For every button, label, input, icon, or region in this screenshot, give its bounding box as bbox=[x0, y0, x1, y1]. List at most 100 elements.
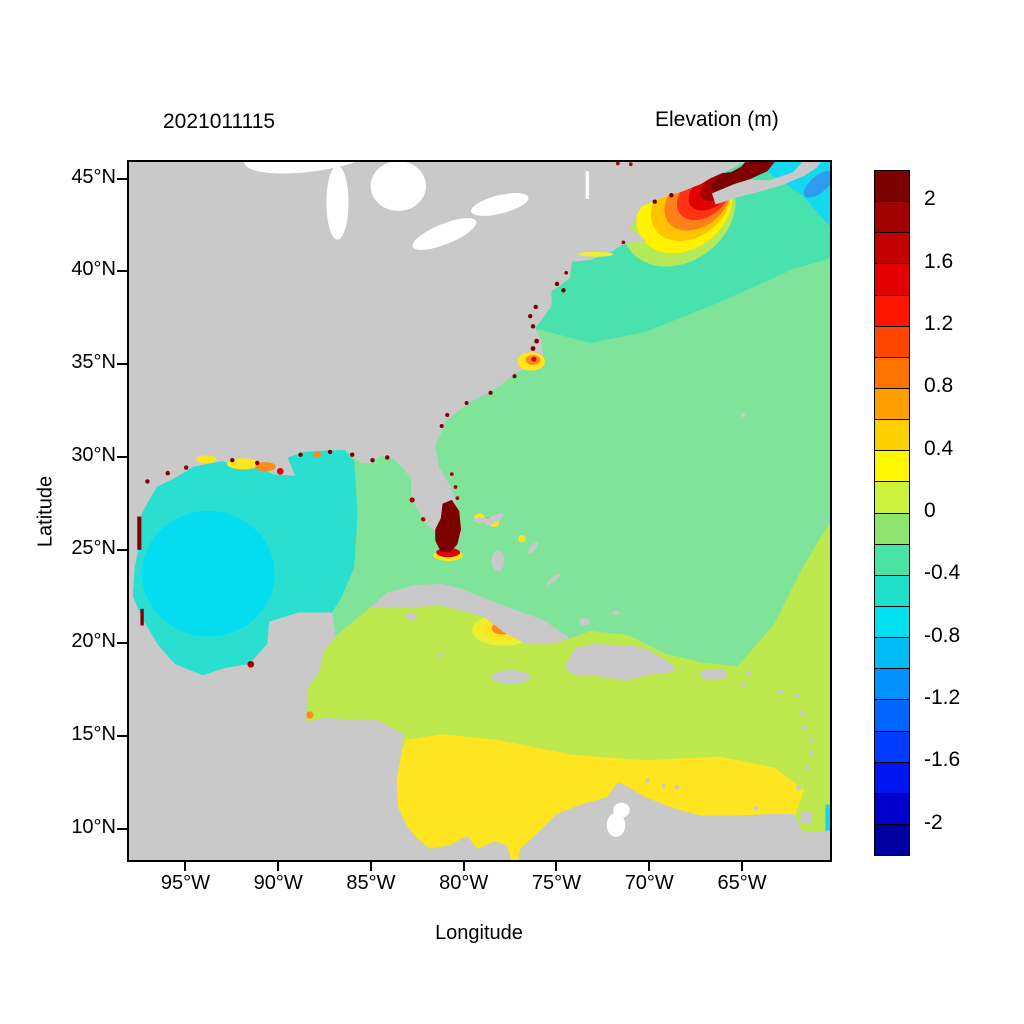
colorbar-segment bbox=[875, 357, 909, 389]
lon-tick-mark bbox=[369, 861, 372, 871]
eleuthera bbox=[527, 541, 539, 554]
lon-tick-label: 70°W bbox=[624, 872, 674, 894]
charlotte-harbor-spot bbox=[421, 517, 426, 522]
gulf-of-venezuela-gap bbox=[613, 802, 630, 818]
lon-tick-label: 80°W bbox=[439, 872, 489, 894]
colorbar-tick-label: 1.2 bbox=[924, 311, 954, 335]
lat-tick-label: 45°N bbox=[71, 165, 116, 188]
colorbar-segment bbox=[875, 233, 909, 265]
colorbar-tick-label: -0.4 bbox=[924, 561, 961, 585]
colorbar bbox=[874, 170, 910, 856]
colorbar-segment bbox=[875, 793, 909, 825]
nova-scotia-cyan-patch bbox=[756, 162, 830, 227]
lake-maracaibo bbox=[606, 812, 626, 837]
colorbar-segment bbox=[875, 451, 909, 483]
narragansett-dot bbox=[621, 240, 626, 245]
lat-tick-label: 10°N bbox=[71, 815, 116, 838]
lon-tick-label: 75°W bbox=[531, 872, 582, 894]
lake-ontario bbox=[471, 193, 529, 216]
lat-tick-label: 30°N bbox=[71, 444, 116, 467]
lat-tick-mark bbox=[117, 549, 127, 552]
x-axis-label: Longitude bbox=[435, 922, 523, 944]
lat-tick-label: 35°N bbox=[71, 351, 116, 374]
colorbar-tick-label: 0.4 bbox=[924, 436, 954, 460]
andros bbox=[491, 550, 505, 572]
lake-michigan bbox=[326, 165, 349, 240]
florida-east-coast-specks bbox=[449, 472, 460, 500]
colorbar-segment bbox=[875, 669, 909, 701]
colorbar-tick-label: 2 bbox=[924, 187, 936, 211]
isla-juventud bbox=[405, 612, 417, 620]
lat-tick-label: 40°N bbox=[71, 258, 116, 281]
abaco bbox=[485, 513, 504, 526]
turks bbox=[612, 610, 620, 615]
tampa-bay-spot bbox=[409, 497, 415, 503]
lake-champlain bbox=[585, 171, 589, 199]
bay-of-fundy-darkred bbox=[711, 162, 775, 187]
south-florida-darkred-blob bbox=[435, 499, 462, 553]
lon-tick-mark bbox=[184, 861, 187, 871]
long-island-bahamas bbox=[546, 573, 560, 585]
lake-superior bbox=[244, 162, 383, 174]
colorbar-segment bbox=[875, 700, 909, 732]
hispaniola bbox=[564, 643, 677, 681]
lat-tick-label: 25°N bbox=[71, 537, 116, 560]
southeast-coast-specks bbox=[439, 374, 517, 429]
right-edge-cyan-sliver bbox=[825, 804, 830, 833]
great-inagua bbox=[579, 618, 591, 626]
colorbar-segment bbox=[875, 326, 909, 358]
islands bbox=[370, 162, 821, 824]
ocean-layers bbox=[132, 162, 830, 860]
lon-tick-mark bbox=[741, 861, 744, 871]
colorbar-segment bbox=[875, 420, 909, 452]
colorbar-segment bbox=[875, 295, 909, 327]
lat-tick-mark bbox=[117, 363, 127, 366]
map-svg bbox=[129, 162, 830, 860]
lon-tick-label: 95°W bbox=[160, 872, 210, 894]
cayman bbox=[437, 653, 445, 657]
lat-tick-mark bbox=[117, 734, 127, 737]
lon-tick-label: 65°W bbox=[717, 872, 767, 894]
louisiana-orange-patch bbox=[255, 462, 276, 472]
colorbar-segment bbox=[875, 544, 909, 576]
tamiahua-strip bbox=[140, 608, 144, 626]
south-florida-surge bbox=[433, 472, 463, 561]
delta-red-spot bbox=[276, 467, 284, 475]
lat-tick-mark bbox=[117, 456, 127, 459]
mobile-bay-orange bbox=[313, 451, 322, 458]
leeward-islands bbox=[645, 778, 759, 811]
nova-scotia bbox=[711, 162, 821, 205]
lake-huron bbox=[370, 162, 426, 211]
lat-tick-mark bbox=[117, 177, 127, 180]
pamlico-red-dot bbox=[531, 356, 537, 362]
colorbar-tick-label: -1.6 bbox=[924, 748, 961, 772]
gulf-coast-darkred-specks bbox=[145, 449, 390, 484]
lake-erie bbox=[412, 218, 477, 250]
lat-tick-label: 15°N bbox=[71, 722, 116, 745]
louisiana-yellow-patch bbox=[226, 458, 260, 470]
colorbar-segment bbox=[875, 606, 909, 639]
trinidad bbox=[800, 811, 812, 824]
maine-coast-specks bbox=[652, 193, 674, 204]
colorbar-segment bbox=[875, 824, 909, 856]
texas-yellow-patch bbox=[196, 455, 217, 464]
colorbar-tick-label: -0.8 bbox=[924, 623, 961, 647]
laguna-madre-strip bbox=[137, 516, 142, 550]
gulf-of-mexico-cyan-core bbox=[141, 511, 275, 637]
colorbar-tick-label: 0.8 bbox=[924, 374, 954, 398]
colorbar-segment bbox=[875, 638, 909, 670]
bermuda bbox=[741, 412, 746, 418]
southern-caribbean-yellow-band bbox=[396, 734, 805, 860]
long-island-sound-sliver bbox=[578, 251, 614, 257]
jamaica bbox=[491, 670, 531, 685]
colorbar-segment bbox=[875, 388, 909, 421]
colorbar-segment bbox=[875, 202, 909, 234]
lon-tick-mark bbox=[555, 861, 558, 871]
nova-scotia-blue-streak bbox=[803, 170, 830, 198]
colorbar-segment bbox=[875, 264, 909, 296]
st-lawrence-specks bbox=[616, 162, 633, 167]
colorbar-tick-label: -2 bbox=[924, 810, 943, 834]
plot-area bbox=[127, 160, 832, 862]
colorbar-segment bbox=[875, 575, 909, 607]
